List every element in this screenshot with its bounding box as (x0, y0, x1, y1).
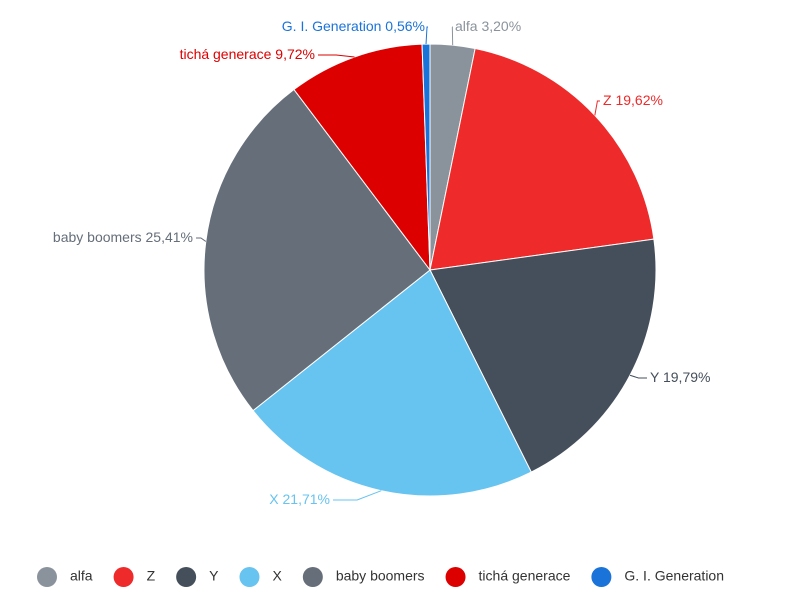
legend-label: X (272, 568, 282, 584)
legend-marker (113, 567, 134, 587)
leader-line (196, 237, 207, 242)
label-value: 3,20% (481, 18, 521, 34)
legend-label: Y (209, 568, 219, 584)
label-category: tichá generace (180, 46, 272, 62)
legend-marker (176, 567, 197, 587)
legend-label: baby boomers (336, 568, 425, 584)
leader-line (451, 26, 454, 46)
data-label: Y 19,79% (650, 369, 710, 385)
label-value: 19,62% (615, 92, 662, 108)
data-label: X 21,71% (269, 491, 330, 507)
data-label: baby boomers 25,41% (53, 229, 193, 245)
data-label: Z 19,62% (603, 92, 663, 108)
leader-line (629, 374, 647, 379)
data-label: tichá generace 9,72% (180, 46, 315, 62)
legend-marker (37, 567, 57, 587)
label-category: alfa (455, 18, 478, 34)
legend-label: alfa (70, 568, 93, 584)
label-value: 9,72% (275, 46, 315, 62)
legend-label: G. I. Generation (624, 568, 724, 584)
label-value: 25,41% (146, 229, 193, 245)
label-value: 19,79% (663, 369, 710, 385)
pie-slice (429, 47, 655, 271)
legend-marker (445, 567, 466, 587)
label-category: Y (650, 369, 660, 385)
label-category: Z (603, 92, 612, 108)
leader-line (318, 54, 355, 58)
label-category: X (269, 491, 279, 507)
label-category: baby boomers (53, 229, 142, 245)
pie-slice (429, 238, 657, 473)
pie-slice (203, 88, 431, 412)
leader-line (425, 26, 428, 45)
legend-marker (239, 567, 260, 587)
data-label: alfa 3,20% (455, 18, 521, 34)
leader-line (333, 490, 382, 501)
legend-marker (591, 567, 612, 587)
legend-marker (302, 567, 323, 587)
label-category: G. I. Generation (282, 18, 382, 34)
leader-line (594, 100, 600, 116)
label-value: 21,71% (283, 491, 330, 507)
pie-slice (252, 269, 532, 497)
data-label: G. I. Generation 0,56% (282, 18, 425, 34)
legend-label: Z (147, 568, 156, 584)
label-value: 0,56% (385, 18, 425, 34)
pie-slice (421, 43, 431, 271)
legend-label: tichá generace (479, 568, 571, 584)
